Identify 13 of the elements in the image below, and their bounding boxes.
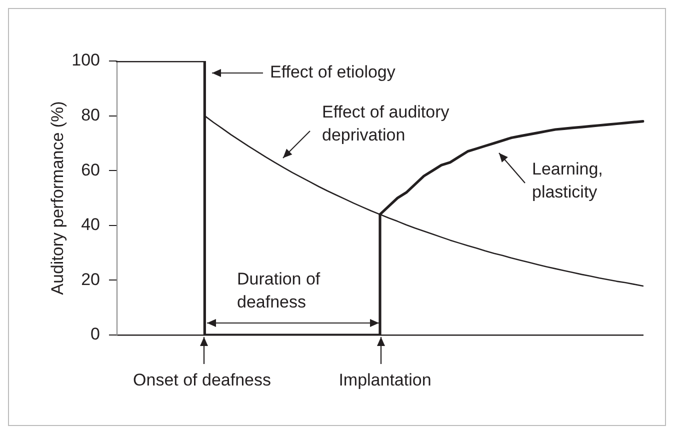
annotation: Effect of etiology [270, 62, 396, 82]
annotation: Effect of auditory deprivation [322, 102, 450, 145]
y-tick-label: 0 [90, 324, 100, 344]
y-tick-label: 100 [72, 50, 100, 70]
text: Implantation [338, 370, 432, 390]
annotation: Duration of deafness [237, 270, 320, 312]
y-tick-label: 60 [81, 160, 100, 180]
y-tick-label: 80 [81, 105, 100, 124]
y-tick-label: 40 [81, 215, 100, 234]
y-axis-title: Auditory performance (%) [48, 101, 67, 295]
y-tick-label: 20 [81, 270, 100, 289]
annotation: Learning, plasticity [532, 160, 603, 202]
text: Onset of deafness [133, 370, 271, 390]
